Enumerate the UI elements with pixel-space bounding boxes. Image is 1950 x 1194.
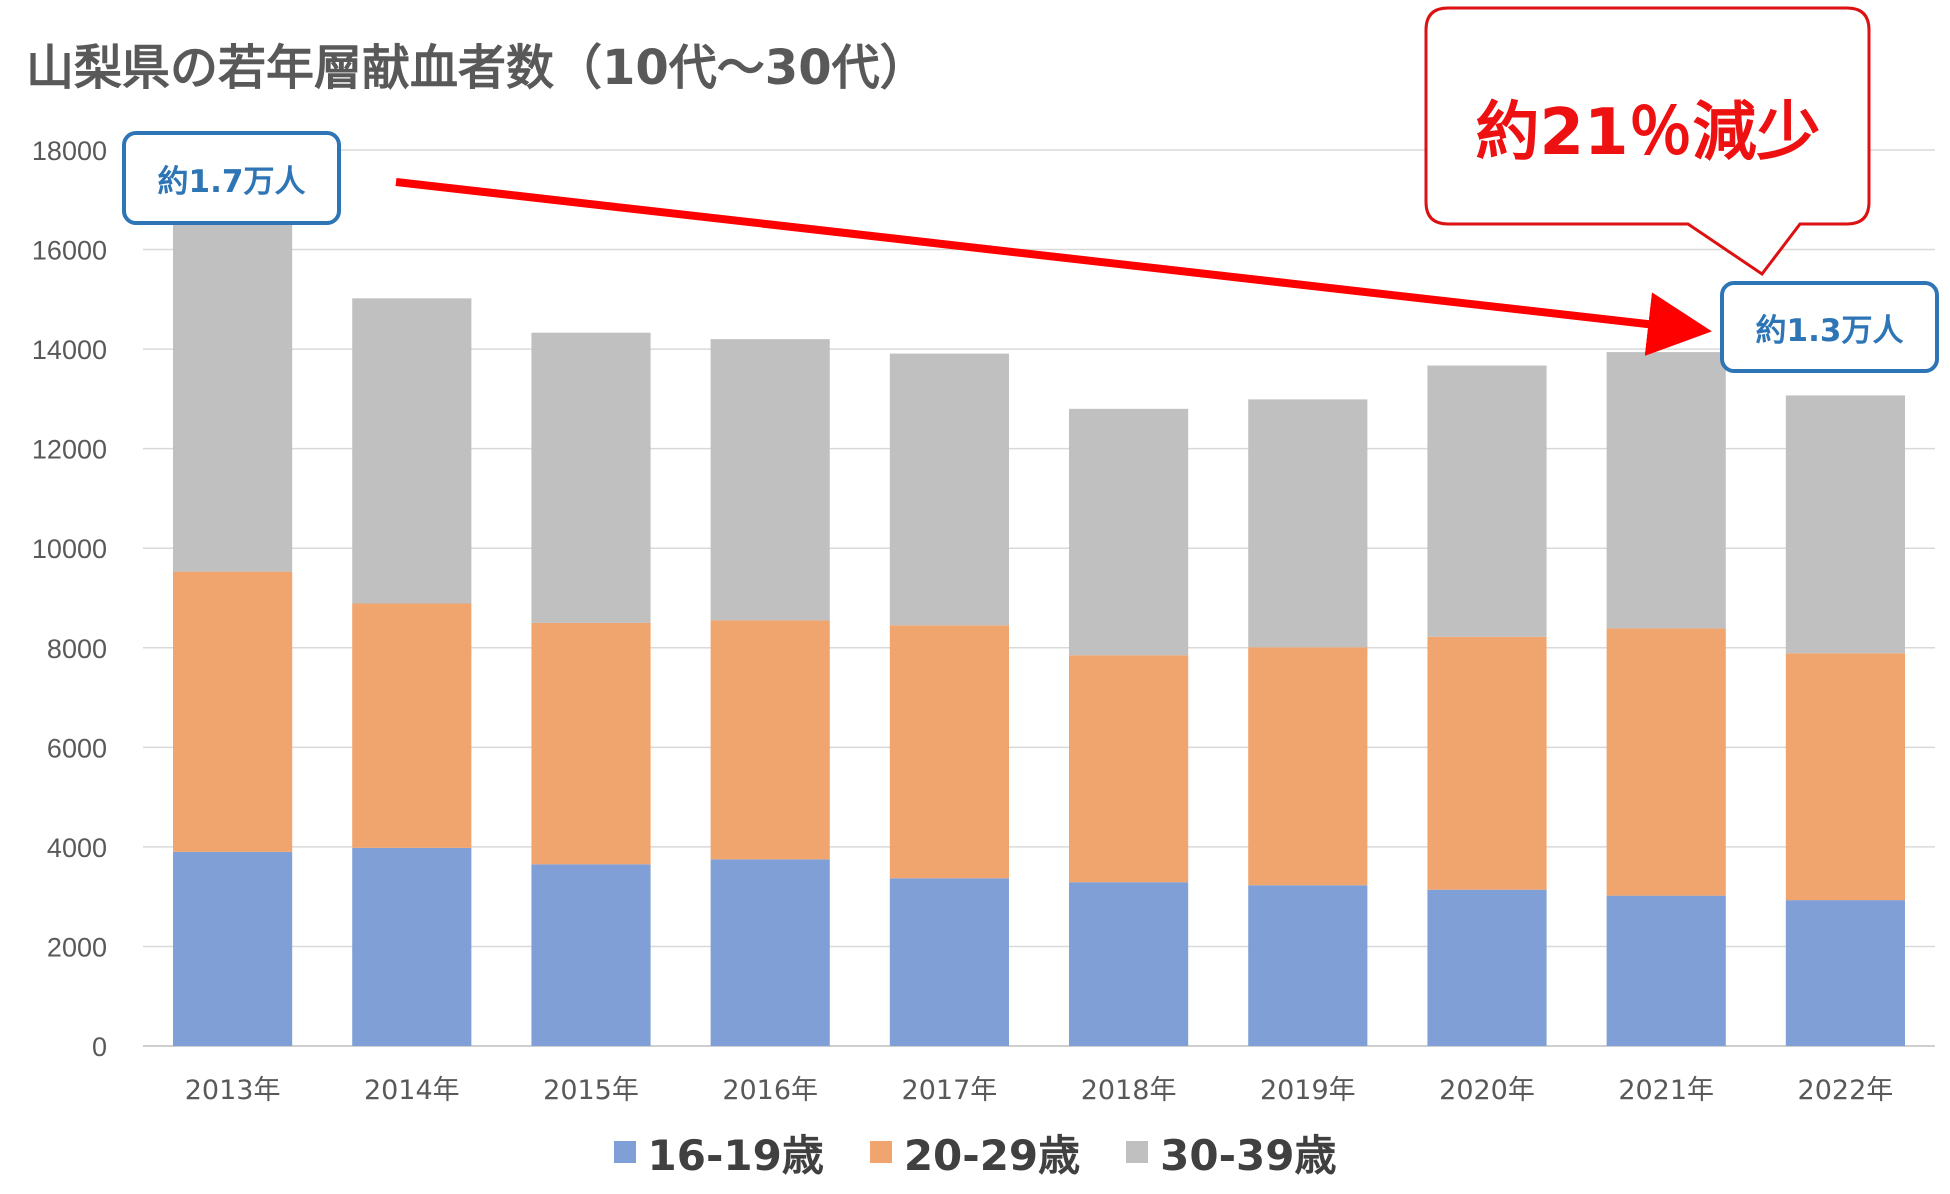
legend-label-30-39: 30-39歳 — [1160, 1130, 1337, 1180]
bar-segment-20-29歳 — [1069, 655, 1189, 883]
legend-label-20-29: 20-29歳 — [903, 1130, 1081, 1180]
bar-segment-30-39歳 — [173, 199, 293, 572]
bar-segment-30-39歳 — [1248, 399, 1368, 648]
legend-swatch-30-39 — [1126, 1141, 1149, 1163]
legend-label-16-19: 16-19歳 — [647, 1130, 824, 1180]
bar-segment-20-29歳 — [352, 603, 472, 848]
x-tick-label: 2014年 — [364, 1075, 460, 1106]
y-tick-label: 12000 — [32, 435, 107, 465]
y-tick-label: 10000 — [32, 534, 107, 564]
y-tick-label: 18000 — [32, 136, 107, 166]
x-tick-label: 2017年 — [902, 1075, 998, 1106]
bar-segment-16-19歳 — [173, 851, 293, 1046]
x-tick-label: 2018年 — [1081, 1075, 1177, 1106]
bar-segment-20-29歳 — [173, 571, 293, 852]
legend-item-20-29: 20-29歳 — [869, 1122, 1081, 1183]
y-tick-label: 14000 — [32, 335, 107, 365]
y-tick-label: 4000 — [47, 833, 107, 863]
bar-segment-16-19歳 — [1427, 889, 1547, 1046]
bar-segment-30-39歳 — [1069, 408, 1189, 656]
x-tick-label: 2019年 — [1260, 1075, 1356, 1106]
bar-segment-20-29歳 — [1785, 653, 1905, 901]
y-axis-tick-labels: 0 2000 4000 6000 8000 10000 12000 14000 16000 180… — [32, 136, 107, 1062]
bar-segment-16-19歳 — [531, 864, 651, 1046]
x-tick-label: 2020年 — [1439, 1075, 1535, 1106]
legend: 16-19歳 20-29歳 30-39歳 — [0, 1122, 1950, 1182]
x-axis-tick-labels: 2013年 2014年 2015年 2016年 2017年 2018年 2019年 2020年… — [185, 1075, 1894, 1106]
x-tick-label: 2013年 — [185, 1075, 281, 1106]
x-tick-label: 2022年 — [1798, 1075, 1894, 1106]
decrease-callout-text: 約21％減少 — [1475, 96, 1821, 170]
end-value-callout: 約1.3万人 — [1720, 281, 1939, 373]
bar-segment-16-19歳 — [352, 847, 472, 1046]
x-tick-label: 2015年 — [543, 1075, 639, 1106]
bar-segment-16-19歳 — [710, 859, 830, 1046]
bar-series — [173, 199, 1905, 1046]
speech-bubble-shape — [1424, 6, 1871, 277]
bar-segment-16-19歳 — [1248, 885, 1368, 1046]
bar-segment-20-29歳 — [1427, 636, 1547, 890]
trend-arrow-line — [395, 178, 1712, 356]
bar-segment-16-19歳 — [1785, 900, 1905, 1046]
bar-segment-16-19歳 — [1606, 895, 1726, 1046]
bar-segment-30-39歳 — [889, 353, 1009, 626]
legend-swatch-16-19 — [613, 1141, 636, 1163]
bar-segment-30-39歳 — [710, 339, 830, 621]
bar-segment-16-19歳 — [1069, 882, 1189, 1046]
bar-segment-30-39歳 — [531, 332, 651, 623]
bar-segment-20-29歳 — [710, 620, 830, 860]
bar-segment-30-39歳 — [352, 298, 472, 604]
bar-segment-30-39歳 — [1785, 395, 1905, 654]
legend-item-16-19: 16-19歳 — [613, 1122, 824, 1183]
bar-segment-20-29歳 — [1606, 628, 1726, 896]
y-tick-label: 8000 — [47, 634, 107, 664]
bar-segment-30-39歳 — [1606, 352, 1726, 629]
legend-swatch-20-29 — [869, 1141, 892, 1163]
trend-arrow — [395, 178, 1712, 356]
speech-bubble — [1424, 6, 1871, 277]
chart-title: 山梨県の若年層献血者数（10代～30代） — [26, 40, 928, 96]
y-tick-label: 0 — [92, 1032, 107, 1062]
bar-segment-30-39歳 — [1427, 365, 1547, 637]
bar-segment-20-29歳 — [1248, 647, 1368, 886]
bar-segment-20-29歳 — [531, 622, 651, 865]
x-tick-label: 2016年 — [722, 1075, 818, 1106]
bar-segment-20-29歳 — [889, 625, 1009, 879]
bar-segment-16-19歳 — [889, 878, 1009, 1046]
x-tick-label: 2021年 — [1618, 1075, 1714, 1106]
y-tick-label: 2000 — [47, 932, 107, 962]
legend-item-30-39: 30-39歳 — [1126, 1122, 1336, 1183]
y-tick-label: 16000 — [32, 236, 107, 266]
start-value-callout: 約1.7万人 — [122, 131, 341, 225]
y-tick-label: 6000 — [47, 733, 107, 763]
